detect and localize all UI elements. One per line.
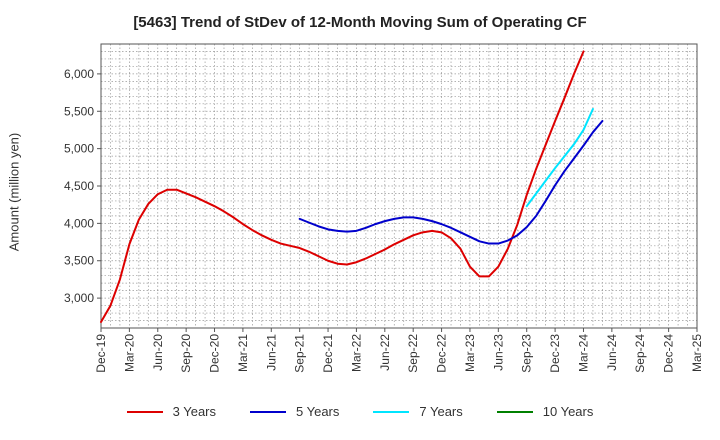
x-tick-label: Sep-21 <box>293 334 307 373</box>
y-tick-label: 4,500 <box>64 179 94 193</box>
legend-label-7-years: 7 Years <box>419 404 463 419</box>
x-tick-label: Jun-20 <box>151 334 165 371</box>
legend-label-10-years: 10 Years <box>542 404 594 419</box>
x-tick-label: Mar-21 <box>236 334 250 372</box>
legend-item-5-years: 5 Years <box>250 404 339 419</box>
x-tick-label: Jun-23 <box>491 334 505 371</box>
chart-svg: 3,000 3,500 4,000 4,500 5,000 5,500 6,000 Dec-1… <box>64 43 704 373</box>
y-tick-label: 3,000 <box>64 291 94 305</box>
y-tick-label: 3,500 <box>64 254 94 268</box>
x-tick-label: Jun-22 <box>378 334 392 371</box>
x-tick-label: Dec-22 <box>435 334 449 373</box>
x-tick-label: Sep-20 <box>179 334 193 373</box>
x-tick-label: Sep-24 <box>633 334 647 373</box>
x-tick-label: Jun-24 <box>605 334 619 371</box>
legend-swatch-7-years <box>373 410 410 413</box>
x-tick-label: Sep-22 <box>406 334 420 373</box>
legend: 3 Years 5 Years 7 Years 10 Years <box>0 404 720 419</box>
y-tick-label: 4,000 <box>64 216 94 230</box>
x-tick-label: Dec-24 <box>662 334 676 373</box>
series-line-3-years <box>100 50 585 324</box>
series-line-7-years <box>525 108 594 208</box>
legend-item-10-years: 10 Years <box>496 404 594 419</box>
legend-swatch-3-years <box>126 410 163 413</box>
y-tick-label: 5,500 <box>64 104 94 118</box>
legend-item-3-years: 3 Years <box>126 404 216 419</box>
x-tick-label: Dec-21 <box>321 334 335 373</box>
x-tick-label: Sep-23 <box>520 334 534 373</box>
series-line-5-years <box>298 119 604 245</box>
x-tick-label: Dec-23 <box>548 334 562 373</box>
x-tick-label: Dec-20 <box>208 334 222 373</box>
legend-swatch-5-years <box>250 410 286 413</box>
x-tick-label: Mar-24 <box>576 334 590 372</box>
x-tick-label: Jun-21 <box>264 334 278 371</box>
x-tick-label: Mar-20 <box>122 334 136 372</box>
y-tick-label: 6,000 <box>64 67 94 81</box>
x-tick-label: Mar-25 <box>690 334 704 372</box>
legend-label-5-years: 5 Years <box>296 404 340 419</box>
y-tick-label: 5,000 <box>64 142 94 156</box>
legend-item-7-years: 7 Years <box>373 404 463 419</box>
legend-swatch-10-years <box>496 410 533 413</box>
x-tick-label: Dec-19 <box>94 334 108 373</box>
legend-label-3-years: 3 Years <box>172 404 216 419</box>
x-tick-label: Mar-23 <box>463 334 477 372</box>
chart-title: [5463] Trend of StDev of 12-Month Moving… <box>133 14 587 31</box>
x-tick-label: Mar-22 <box>349 334 363 372</box>
